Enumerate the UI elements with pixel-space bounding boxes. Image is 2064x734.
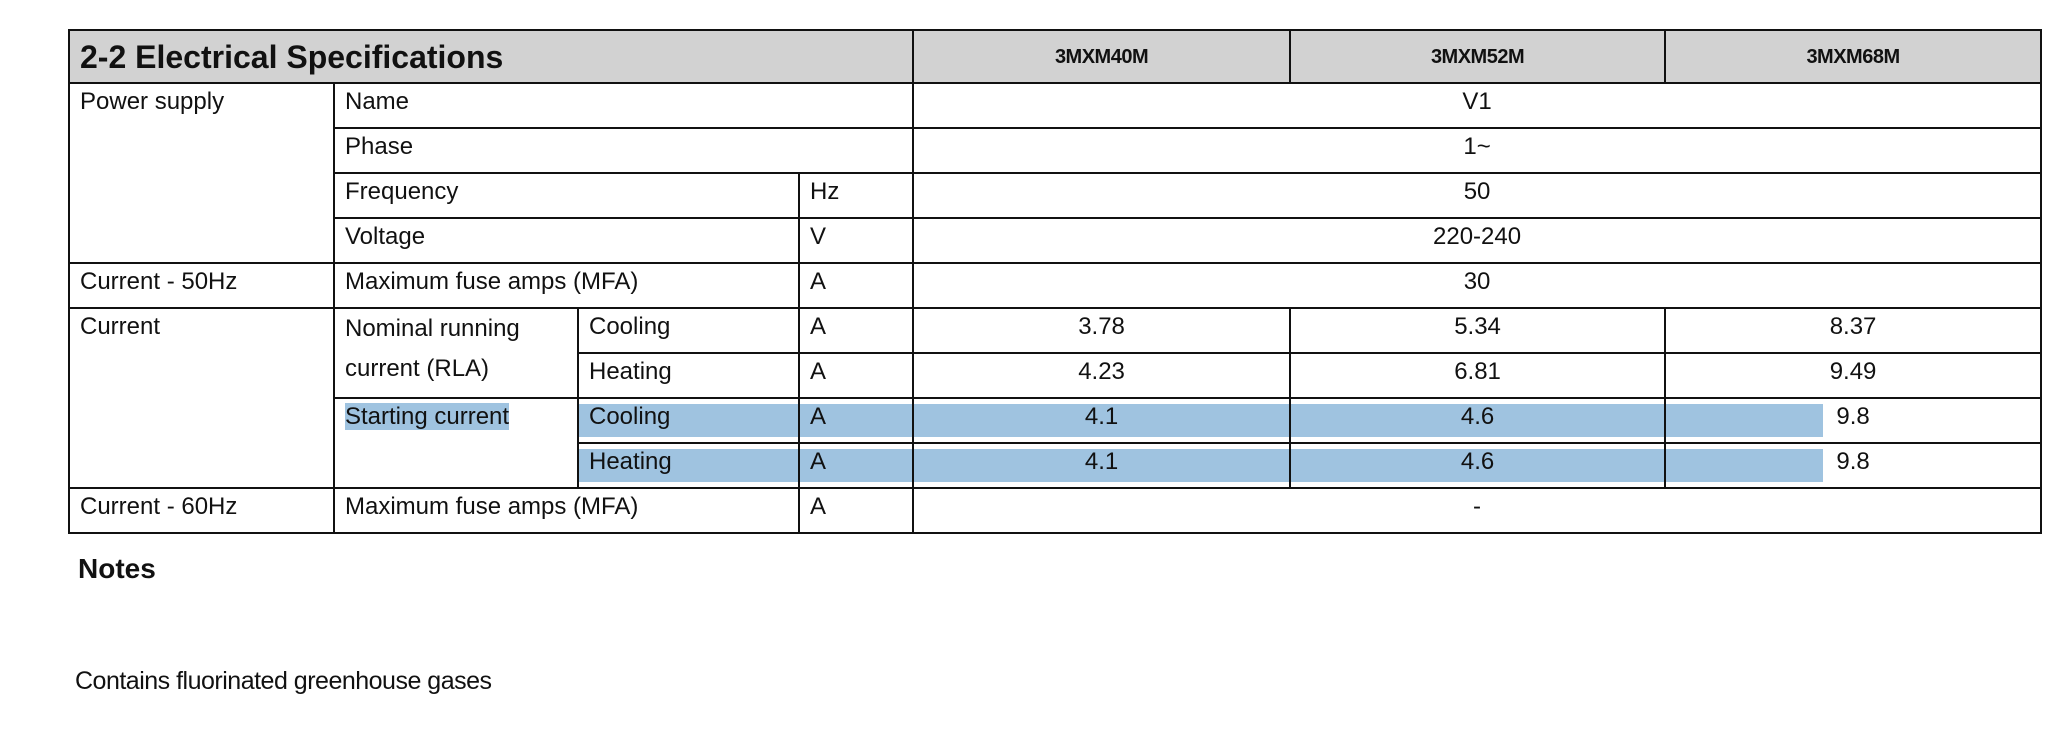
cell: 9.8 [1664, 442, 2043, 489]
cell: 4.6 [1289, 397, 1667, 444]
cell: A [797, 307, 915, 354]
cell: Nominal running current (RLA) [333, 307, 579, 399]
cell: Maximum fuse amps (MFA) [333, 487, 800, 534]
cell: A [797, 262, 915, 309]
cell: A [797, 487, 915, 534]
cell: 50 [912, 172, 2043, 219]
table-title: 2-2 Electrical Specifications [67, 29, 915, 84]
cell: Heating [577, 442, 800, 489]
cell: 4.6 [1289, 442, 1667, 489]
cell: Cooling [577, 397, 800, 444]
cell: 9.8 [1664, 397, 2043, 444]
cell: 3.78 [912, 307, 1292, 354]
spec-table: 2-2 Electrical Specifications 3MXM40M 3M… [67, 29, 2043, 534]
cell: 220-240 [912, 217, 2043, 264]
cell: - [912, 487, 2043, 534]
cell: V1 [912, 82, 2043, 129]
cell: Cooling [577, 307, 800, 354]
cell: 9.49 [1664, 352, 2043, 399]
cell: Maximum fuse amps (MFA) [333, 262, 800, 309]
cell: Name [332, 82, 915, 129]
cell: A [797, 397, 915, 444]
cell: 30 [912, 262, 2043, 309]
cell: Voltage [333, 217, 800, 264]
notes-heading: Notes [78, 553, 156, 584]
cell: Current - 50Hz [68, 262, 335, 309]
cell: 1~ [912, 127, 2043, 174]
cell: Starting current [333, 397, 579, 489]
cell: Phase [332, 127, 915, 174]
cell: 4.1 [912, 397, 1292, 444]
model-header: 3MXM68M [1664, 29, 2043, 84]
cell: Power supply [68, 82, 335, 264]
cell: A [797, 352, 915, 399]
cell: 6.81 [1289, 352, 1667, 399]
cell: Current - 60Hz [68, 487, 335, 534]
cell: 8.37 [1664, 307, 2043, 354]
cell: 4.23 [912, 352, 1292, 399]
selected-text: Starting current [345, 403, 510, 430]
cell: A [797, 442, 915, 489]
cell: 5.34 [1289, 307, 1667, 354]
cell: V [797, 217, 915, 264]
cell: Frequency [333, 172, 800, 219]
cell: 4.1 [912, 442, 1292, 489]
cell: Hz [797, 172, 915, 219]
model-header: 3MXM40M [912, 29, 1292, 84]
model-header: 3MXM52M [1289, 29, 1667, 84]
cell: Heating [577, 352, 800, 399]
cell: Current [68, 307, 335, 489]
notes-text: Contains fluorinated greenhouse gases [75, 667, 492, 695]
